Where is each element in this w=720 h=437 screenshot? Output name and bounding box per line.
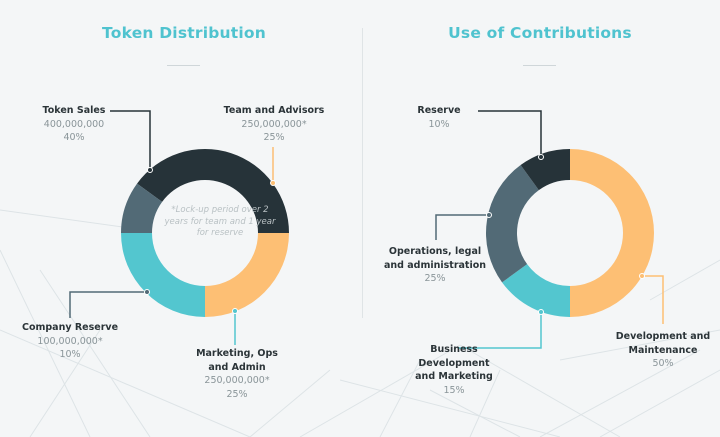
label-name-line2: Maintenance [628,344,698,356]
label-company-reserve: Company Reserve 100,000,000* 10% [20,321,120,362]
leader-token-sales [110,110,151,170]
label-name: Team and Advisors [223,105,325,116]
token-distribution-donut [121,149,289,317]
label-name: Company Reserve [21,322,119,333]
label-name: Token Sales [42,105,106,116]
label-name-line3: and Marketing [415,371,493,382]
label-name-line2: Development [418,357,490,369]
slice-development-and-maintenance [570,149,654,317]
label-team-advisors: Team and Advisors 250,000,000* 25% [219,104,329,145]
label-name-line2: and administration [383,259,487,271]
use-of-contributions-title: Use of Contributions [448,24,632,42]
leader-reserve [478,110,542,157]
label-percent: 25% [226,388,248,400]
leader-development [642,275,664,324]
label-name-line1: Operations, legal [388,246,482,257]
label-development: Development and Maintenance 50% [610,330,716,371]
label-amount: 250,000,000* [204,375,270,386]
label-name-line2: and Admin [208,361,266,373]
slice-business-development-and-marketing [502,264,570,317]
label-percent: 10% [59,349,81,360]
label-percent: 25% [263,132,285,143]
label-percent: 25% [424,273,446,284]
label-percent: 50% [652,358,674,369]
label-marketing: Marketing, Ops and Admin 250,000,000* 25… [186,347,288,401]
label-business-dev: Business Development and Marketing 15% [410,343,498,397]
slice-team-and-advisors [205,233,289,317]
label-name-line1: Business [430,344,478,355]
title-underline-right [523,65,556,66]
slice-company-reserve [121,183,163,233]
label-percent: 10% [428,118,450,130]
slice-token-sales [137,149,289,233]
leader-operations [435,214,489,240]
center-divider [362,28,363,318]
label-name-line1: Development and [615,331,711,342]
lockup-note: *Lock-up period over 2 years for team an… [164,205,276,238]
label-reserve: Reserve 10% [406,104,472,131]
label-amount: 400,000,000 [43,118,105,130]
slice-operations-legal-and-administration [486,165,539,283]
label-name: Reserve [417,105,461,116]
leader-business-dev [458,312,542,349]
label-percent: 15% [443,384,465,396]
slice-marketing-ops-and-admin [121,233,205,317]
token-distribution-title: Token Distribution [102,24,266,42]
label-token-sales: Token Sales 400,000,000 40% [32,104,116,145]
label-operations: Operations, legal and administration 25% [380,245,490,286]
label-percent: 40% [63,132,85,143]
leader-company-reserve [69,291,147,318]
label-amount: 250,000,000* [241,118,307,130]
label-name-line1: Marketing, Ops [196,348,278,359]
title-underline-left [167,65,200,66]
slice-reserve [520,149,570,191]
label-amount: 100,000,000* [37,335,103,347]
use-of-contributions-donut [486,149,654,317]
